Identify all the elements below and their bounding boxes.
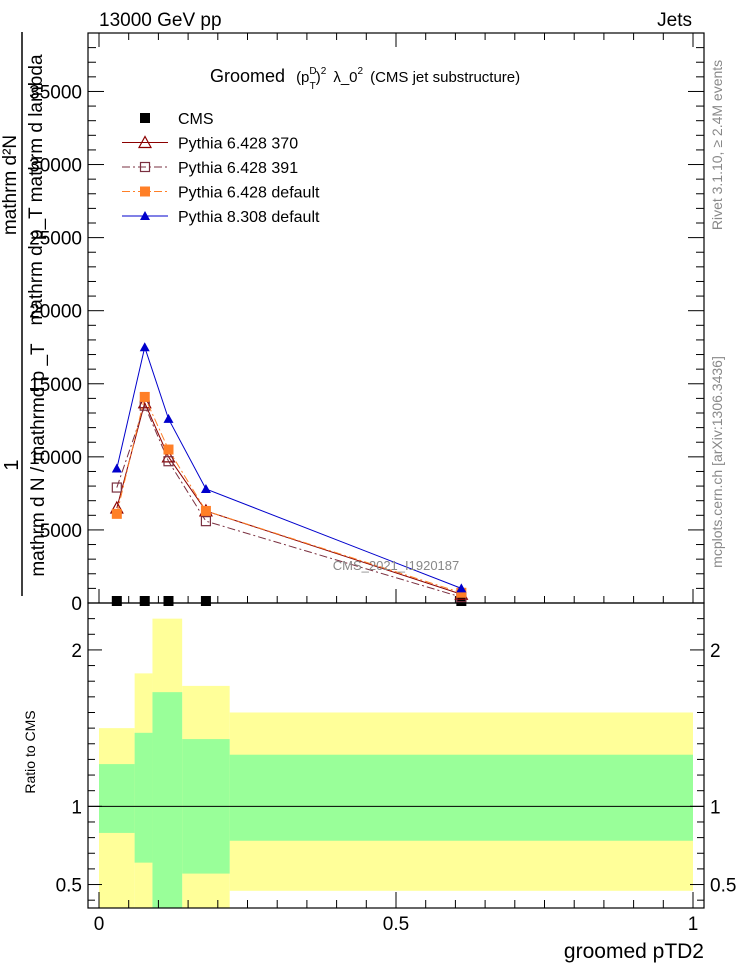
ratio-y-tick-label: 2 [71,641,82,662]
legend: CMS Pythia 6.428 370 Pythia 6.428 391 Pythi… [122,111,320,226]
main-y-tick-label: 20000 [29,302,82,323]
ratio-band-green [134,732,153,863]
ratio-y-tick-label: 1 [71,797,82,818]
legend-entry: Pythia 6.428 391 [122,160,298,177]
main-y-label: 1 mathrm d N / mathrmd p _T mathrm d²N m… [0,32,49,596]
ratio-y-tick-label-right: 1 [710,797,721,818]
legend-marker [137,135,153,149]
title-suffix: (CMS jet substructure) [370,69,520,86]
ratio-plot: 0.5 0.5 1 1 2 2 0 0.5 1 [56,602,736,935]
ratio-band-green [229,754,693,841]
data-point [200,505,211,516]
data-point [163,456,174,467]
ratio-y-tick-label-right: 0.5 [710,876,736,897]
x-tick-label: 0 [94,914,105,935]
rivet-label: Rivet 3.1.10, ≥ 2.4M events [709,60,725,230]
x-axis-label: groomed pTD2 [564,940,704,963]
ylabel-front2: mathrm d N / mathrmd p _T [28,343,49,577]
legend-entry: Pythia 8.308 default [122,209,320,226]
watermark: CMS_2021_I1920187 [333,558,460,573]
legend-label: Pythia 8.308 default [178,209,320,226]
ratio-y-tick-label-right: 2 [710,641,721,662]
x-tick-label: 0.5 [383,914,409,935]
legend-marker [139,161,151,173]
series-line [116,345,462,589]
title-lambda: λ_0 [333,69,357,86]
series-line [116,404,462,598]
title-sub-t: T [310,81,316,92]
legend-marker [140,186,150,197]
ylabel-denominator: mathrm d p_T mathrm d lambda [26,54,47,325]
data-point [163,444,174,455]
main-y-tick-label: 0 [71,594,82,615]
main-y-tick-label: 25000 [29,229,82,250]
ratio-y-label: Ratio to CMS [22,710,38,793]
title-sup-2b: 2 [358,66,364,77]
data-point [163,596,174,606]
header-left-label: 13000 GeV pp [99,10,222,31]
data-point [111,596,122,606]
data-point [163,413,174,423]
data-point [111,482,122,493]
mcplots-label: mcplots.cern.ch [arXiv:1306.3436] [709,356,725,568]
main-y-tick-label: 10000 [29,448,82,469]
ylabel-numerator: mathrm d²N [0,135,21,235]
series-4 [111,342,467,593]
title-close: ) [316,69,321,86]
x-tick-label: 1 [688,914,699,935]
main-plot: 0 5000 10000 15000 20000 25000 30000 35000 [29,32,705,615]
legend-marker [140,211,150,220]
ratio-y-tick-label: 0.5 [56,876,82,897]
header-right-label: Jets [657,10,692,31]
title-p: (p [296,69,309,86]
data-point [200,516,212,527]
legend-marker [140,113,150,123]
data-point [111,508,122,519]
data-point [139,596,150,606]
main-title: Groomed (pD T)2 λ_02 (CMS jet substructur… [210,58,520,92]
legend-label: Pythia 6.428 391 [178,160,298,177]
main-y-tick-label: 35000 [29,82,82,103]
legend-label: Pythia 6.428 default [178,185,320,202]
ratio-band-green [99,764,135,833]
data-point [139,342,150,352]
data-point [456,596,467,606]
legend-label: CMS [178,111,214,128]
legend-label: Pythia 6.428 370 [178,136,298,153]
legend-entry: Pythia 6.428 370 [122,135,298,153]
main-y-tick-label: 30000 [29,156,82,177]
main-y-tick-label: 5000 [40,521,82,542]
data-point [200,484,211,493]
title-prefix: Groomed [210,66,285,86]
title-sup-d: D [309,66,316,77]
data-point [111,463,122,473]
title-sup-2: 2 [321,66,327,77]
data-point [137,395,152,409]
series-0 [111,596,467,606]
data-point [200,596,211,606]
main-y-tick-label: 15000 [29,375,82,396]
data-point [456,587,467,598]
series-3 [111,391,467,598]
data-point [139,391,150,402]
data-point [456,583,467,593]
legend-entry: CMS [140,111,214,128]
ylabel-front1: 1 [1,459,23,470]
ratio-band-green [152,692,183,908]
legend-entry: Pythia 6.428 default [122,185,320,202]
